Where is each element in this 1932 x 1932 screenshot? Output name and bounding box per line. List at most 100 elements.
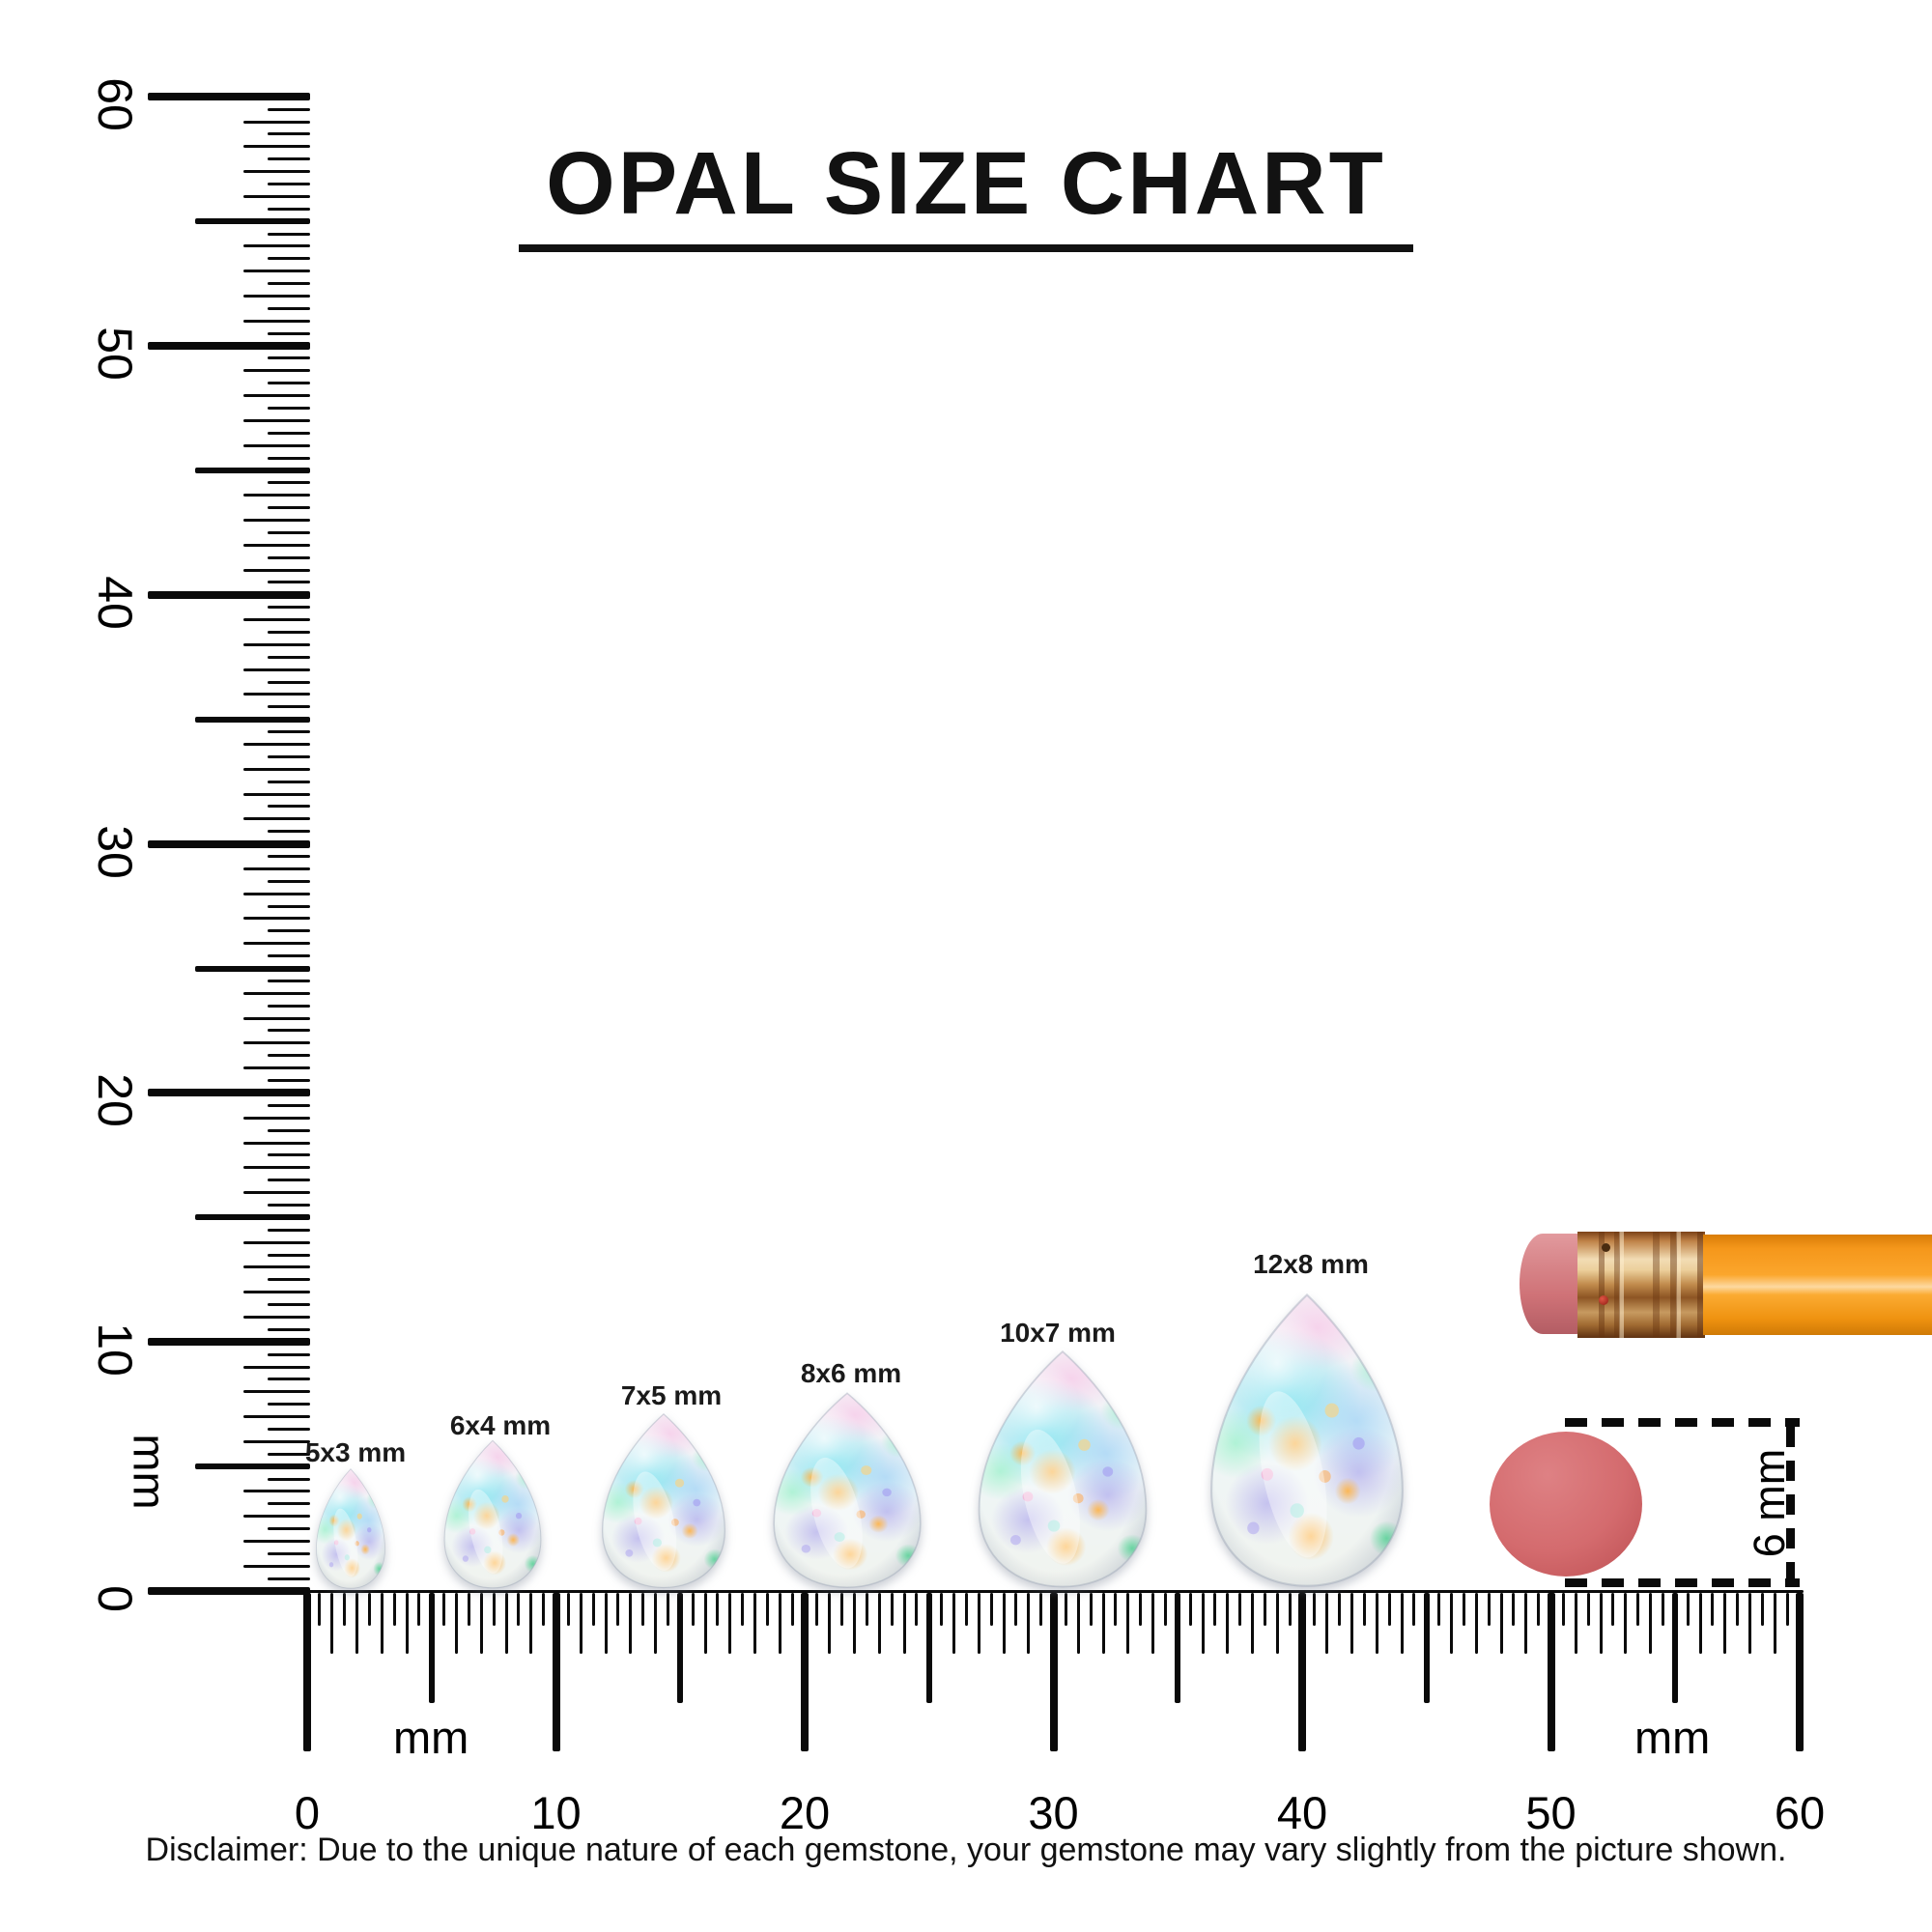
vertical-ruler-tick [268,830,310,834]
eraser-disc-size-label: 6 mm [1745,1448,1794,1558]
horizontal-ruler-tick [989,1593,993,1626]
vertical-ruler-tick [243,369,310,373]
horizontal-ruler-tick [1288,1593,1292,1626]
vertical-ruler-tick [243,1166,310,1170]
horizontal-ruler-tick [552,1593,560,1751]
vertical-ruler-tick [195,467,310,473]
horizontal-ruler-baseline [307,1590,1804,1593]
vertical-ruler-tick [268,431,310,435]
horizontal-ruler-tick [1437,1593,1441,1626]
vertical-ruler-tick [268,407,310,410]
vertical-ruler-tick [243,917,310,921]
horizontal-ruler-tick [1151,1593,1154,1654]
horizontal-ruler-tick [952,1593,955,1654]
vertical-ruler-tick [268,356,310,360]
vertical-ruler-tick [243,1291,310,1294]
vertical-ruler-tick [243,1515,310,1519]
horizontal-ruler-tick [1338,1593,1342,1626]
vertical-ruler-tick [268,1327,310,1331]
horizontal-ruler-tick [1672,1593,1679,1703]
horizontal-ruler-tick [428,1593,435,1703]
horizontal-ruler-tick [654,1593,657,1654]
vertical-ruler-tick [268,655,310,659]
opal-gem [773,1392,922,1588]
opal-gem [443,1439,542,1589]
horizontal-ruler-tick [902,1593,906,1654]
vertical-ruler-tick [148,1338,310,1347]
horizontal-ruler-tick [1547,1593,1555,1751]
horizontal-ruler-tick [1748,1593,1751,1654]
horizontal-ruler-tick [1599,1593,1603,1654]
horizontal-ruler-tick [1611,1593,1615,1626]
horizontal-ruler-tick [853,1593,856,1654]
horizontal-ruler-tick [380,1593,384,1654]
horizontal-ruler-tick [865,1593,868,1626]
vertical-ruler-label: 0 [88,1585,142,1612]
vertical-ruler-tick [268,1128,310,1132]
horizontal-ruler-tick [1298,1593,1306,1751]
horizontal-ruler-tick [504,1593,508,1654]
horizontal-ruler-tick [405,1593,409,1654]
vertical-ruler-tick [268,680,310,684]
vertical-ruler-tick [243,543,310,547]
vertical-ruler-tick [268,157,310,161]
opal-stone [442,1437,543,1590]
vertical-ruler-tick [243,394,310,398]
horizontal-ruler-tick [1698,1593,1702,1654]
horizontal-ruler-tick [1785,1593,1789,1626]
vertical-ruler-tick [268,1029,310,1033]
horizontal-ruler-tick [1387,1593,1391,1626]
vertical-ruler-tick [243,1490,310,1493]
pencil-eraser-tip [1520,1234,1581,1334]
horizontal-ruler-tick [1126,1593,1130,1654]
horizontal-ruler-tick [840,1593,844,1626]
horizontal-ruler-unit-label-left: mm [393,1712,469,1763]
vertical-ruler-tick [243,991,310,995]
vertical-ruler-tick [243,568,310,572]
horizontal-ruler-tick [604,1593,608,1654]
vertical-ruler-tick [268,879,310,883]
horizontal-ruler-tick [1537,1593,1541,1626]
vertical-ruler-tick [268,954,310,958]
vertical-ruler-tick [268,232,310,236]
vertical-ruler-tick [268,132,310,136]
vertical-ruler-tick [268,1551,310,1555]
vertical-ruler-tick [243,668,310,671]
vertical-ruler-tick [268,855,310,858]
horizontal-ruler-tick [1089,1593,1093,1626]
vertical-ruler-tick [268,282,310,285]
horizontal-ruler-tick [616,1593,620,1626]
vertical-ruler-tick [268,331,310,335]
vertical-ruler-label: 30 [88,824,142,879]
horizontal-ruler-tick [1350,1593,1353,1654]
vertical-ruler-tick [243,244,310,248]
page-title: OPAL SIZE CHART [0,133,1932,252]
horizontal-ruler-tick [318,1593,322,1626]
horizontal-ruler-tick [1773,1593,1776,1654]
horizontal-ruler-tick [1064,1593,1067,1626]
horizontal-ruler-tick [1760,1593,1764,1626]
horizontal-ruler-tick [1188,1593,1192,1626]
horizontal-ruler-tick [517,1593,521,1626]
horizontal-ruler-tick [1325,1593,1329,1654]
pencil-ferrule [1577,1232,1705,1338]
horizontal-ruler-tick [1014,1593,1018,1626]
page-title-text: OPAL SIZE CHART [519,133,1413,252]
vertical-ruler-tick [243,867,310,870]
vertical-ruler-tick [268,1103,310,1107]
opal-size-label: 5x3 mm [304,1437,407,1467]
horizontal-ruler-tick [303,1593,311,1751]
horizontal-ruler-label: 60 [1774,1787,1826,1838]
horizontal-ruler-tick [1039,1593,1043,1626]
vertical-ruler-tick [148,1089,310,1097]
horizontal-ruler-tick [641,1593,645,1626]
vertical-ruler-tick [243,693,310,696]
vertical-ruler-tick [195,1463,310,1470]
vertical-ruler-tick [268,1278,310,1282]
vertical-ruler-tick [268,606,310,610]
vertical-ruler-tick [268,1253,310,1257]
horizontal-ruler-tick [1101,1593,1105,1654]
vertical-ruler-tick [268,456,310,460]
vertical-ruler-tick [243,1539,310,1543]
